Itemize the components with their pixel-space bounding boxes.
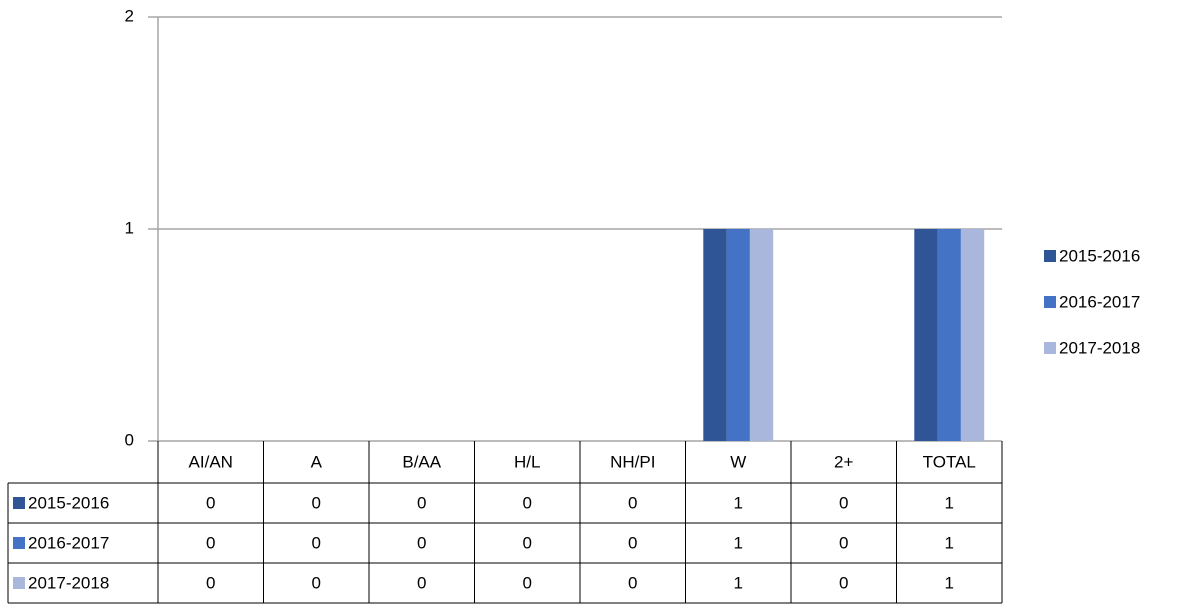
bar bbox=[960, 229, 985, 441]
table-cell: 0 bbox=[628, 573, 637, 592]
table-cell: 0 bbox=[839, 493, 848, 512]
x-tick-label: NH/PI bbox=[610, 452, 655, 471]
y-tick-label: 1 bbox=[125, 218, 134, 237]
table-cell: 0 bbox=[417, 533, 426, 552]
table-cell: 0 bbox=[312, 533, 321, 552]
table-row-label: 2016-2017 bbox=[28, 533, 109, 552]
table-cell: 0 bbox=[523, 533, 532, 552]
table-cell: 0 bbox=[206, 493, 215, 512]
y-tick-label: 0 bbox=[125, 430, 134, 449]
table-cell: 1 bbox=[734, 493, 743, 512]
x-tick-label: H/L bbox=[514, 452, 540, 471]
table-cell: 0 bbox=[206, 533, 215, 552]
table-cell: 1 bbox=[945, 573, 954, 592]
table-row-label: 2017-2018 bbox=[28, 573, 109, 592]
bar bbox=[749, 229, 774, 441]
x-tick-label: 2+ bbox=[834, 452, 853, 471]
legend-key bbox=[13, 497, 25, 509]
x-tick-label: B/AA bbox=[402, 452, 441, 471]
legend-label: 2017-2018 bbox=[1059, 338, 1140, 357]
legend-label: 2016-2017 bbox=[1059, 292, 1140, 311]
table-cell: 0 bbox=[628, 533, 637, 552]
table-cell: 0 bbox=[417, 573, 426, 592]
x-tick-label: TOTAL bbox=[923, 452, 976, 471]
table-cell: 1 bbox=[734, 533, 743, 552]
table-cell: 0 bbox=[839, 533, 848, 552]
table-cell: 0 bbox=[523, 573, 532, 592]
table-cell: 0 bbox=[417, 493, 426, 512]
table-cell: 1 bbox=[945, 533, 954, 552]
legend-key bbox=[1044, 250, 1056, 262]
table-cell: 0 bbox=[206, 573, 215, 592]
legend-label: 2015-2016 bbox=[1059, 246, 1140, 265]
table-cell: 0 bbox=[312, 573, 321, 592]
table-cell: 0 bbox=[628, 493, 637, 512]
table-cell: 0 bbox=[839, 573, 848, 592]
table-cell: 0 bbox=[523, 493, 532, 512]
legend-key bbox=[13, 577, 25, 589]
bar bbox=[726, 229, 750, 441]
legend-key bbox=[1044, 296, 1056, 308]
table-cell: 1 bbox=[945, 493, 954, 512]
table-row-label: 2015-2016 bbox=[28, 493, 109, 512]
legend-key bbox=[13, 537, 25, 549]
table-cell: 1 bbox=[734, 573, 743, 592]
table-cell: 0 bbox=[312, 493, 321, 512]
x-tick-label: A bbox=[311, 452, 323, 471]
bar bbox=[937, 229, 961, 441]
legend-key bbox=[1044, 342, 1056, 354]
x-tick-label: AI/AN bbox=[189, 452, 233, 471]
x-tick-label: W bbox=[730, 452, 746, 471]
bar bbox=[914, 229, 938, 441]
y-tick-label: 2 bbox=[125, 6, 134, 25]
bar bbox=[703, 229, 727, 441]
